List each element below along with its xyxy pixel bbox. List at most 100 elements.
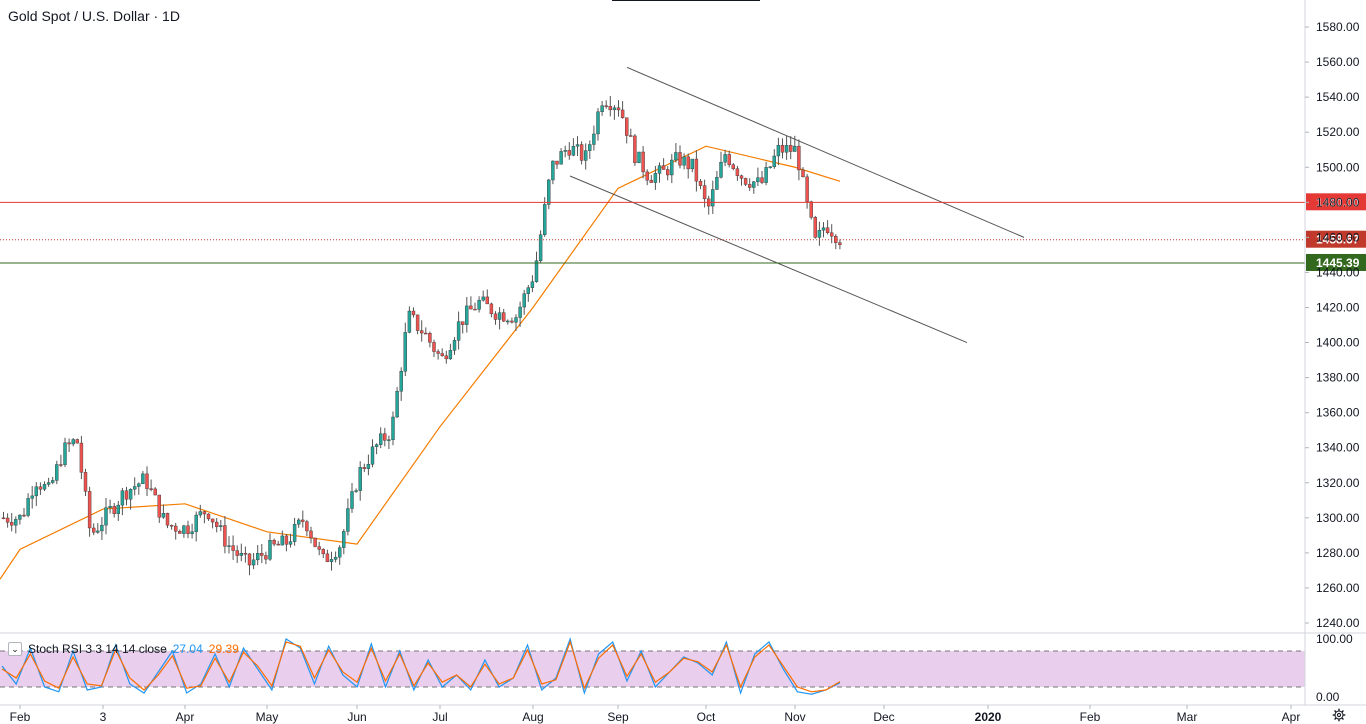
candle-body xyxy=(157,494,162,518)
candle-body xyxy=(563,150,567,152)
candle-body xyxy=(497,312,502,320)
candle-body xyxy=(223,525,227,547)
candle-body xyxy=(374,444,379,447)
candle-body xyxy=(346,508,350,532)
candle-body xyxy=(756,177,760,183)
candle-body xyxy=(838,242,842,245)
candle-body xyxy=(813,217,817,238)
candle-body xyxy=(698,180,703,186)
candle-body xyxy=(436,351,440,354)
candle-body xyxy=(362,467,366,469)
candle-body xyxy=(153,488,157,496)
candle-body xyxy=(206,513,211,520)
candle-body xyxy=(227,545,231,547)
candle-body xyxy=(670,159,674,176)
candle-body xyxy=(657,165,662,174)
y-tick-label: 1460.00 xyxy=(1316,230,1360,244)
candle-body xyxy=(518,306,522,318)
candle-body xyxy=(173,525,178,532)
chart-title: Gold Spot / U.S. Dollar · 1D xyxy=(8,8,180,24)
candle-body xyxy=(128,489,133,500)
candle-body xyxy=(9,522,14,526)
candle-body xyxy=(18,514,22,520)
x-tick-label: Oct xyxy=(697,710,716,724)
candle-body xyxy=(780,145,785,153)
candle-body xyxy=(543,204,547,235)
candle-body xyxy=(555,160,559,165)
candle-body xyxy=(96,530,100,533)
candle-body xyxy=(383,433,387,441)
candle-body xyxy=(784,145,789,153)
indicator-legend[interactable]: ⌄ Stoch RSI 3 3 14 14 close 27.04 29.39 xyxy=(8,642,239,656)
candle-body xyxy=(731,164,735,169)
candle-body xyxy=(141,473,145,485)
candle-body xyxy=(629,135,633,137)
y-tick-label: 1500.00 xyxy=(1316,160,1360,174)
candle-body xyxy=(87,491,92,529)
x-tick-label: 3 xyxy=(100,710,107,724)
candle-body xyxy=(481,296,485,301)
candle-body xyxy=(79,442,84,473)
candle-body xyxy=(456,321,461,341)
candle-body xyxy=(428,332,432,343)
stoch-series-D xyxy=(1,640,841,693)
candle-body xyxy=(637,151,641,164)
candle-body xyxy=(530,281,535,288)
candle-body xyxy=(366,464,371,469)
candle-body xyxy=(641,151,645,173)
candle-body xyxy=(91,527,96,533)
candle-body xyxy=(42,484,47,490)
candle-body xyxy=(674,152,678,161)
candle-body xyxy=(342,531,346,548)
candle-body xyxy=(46,482,51,485)
y-tick-label: 1380.00 xyxy=(1316,371,1360,385)
candle-body xyxy=(825,227,830,233)
candle-body xyxy=(370,446,375,465)
candle-body xyxy=(161,513,166,518)
candle-body xyxy=(137,483,141,487)
candle-body xyxy=(502,312,506,322)
x-tick-label: Aug xyxy=(522,710,543,724)
candle-body xyxy=(625,117,629,136)
x-tick-label: Nov xyxy=(784,710,805,724)
candle-body xyxy=(194,514,198,532)
candle-body xyxy=(338,547,342,558)
x-tick-label: Sep xyxy=(607,710,629,724)
stoch-band xyxy=(0,651,1305,687)
candle-body xyxy=(284,535,289,545)
candle-body xyxy=(317,546,321,550)
candle-body xyxy=(116,504,121,514)
candle-body xyxy=(473,308,477,311)
candle-body xyxy=(567,150,571,156)
y-tick-label: 1540.00 xyxy=(1316,90,1360,104)
candle-body xyxy=(14,519,18,526)
x-tick-label: May xyxy=(256,710,279,724)
candle-body xyxy=(448,350,453,360)
candle-body xyxy=(67,442,71,445)
candle-body xyxy=(260,553,264,556)
candle-body xyxy=(264,555,268,560)
level-label-bg-support xyxy=(1306,253,1366,271)
candle-body xyxy=(538,234,543,261)
candle-body xyxy=(178,531,182,534)
candle-body xyxy=(71,439,75,445)
candle-body xyxy=(522,293,526,308)
candle-body xyxy=(760,177,764,183)
candle-body xyxy=(477,299,481,310)
candle-body xyxy=(104,507,108,526)
candle-body xyxy=(354,490,358,492)
candle-body xyxy=(75,439,80,444)
candle-body xyxy=(247,553,252,566)
candle-body xyxy=(801,169,805,178)
candle-body xyxy=(309,530,313,539)
candle-body xyxy=(399,371,403,392)
x-tick-label: Feb xyxy=(10,710,31,724)
chevron-down-icon[interactable]: ⌄ xyxy=(8,642,22,656)
gear-icon[interactable] xyxy=(1332,708,1346,722)
candle-body xyxy=(461,321,465,325)
candle-body xyxy=(596,111,600,135)
candle-body xyxy=(280,535,284,546)
x-tick-label: Apr xyxy=(1282,710,1301,724)
candle-body xyxy=(301,519,305,522)
